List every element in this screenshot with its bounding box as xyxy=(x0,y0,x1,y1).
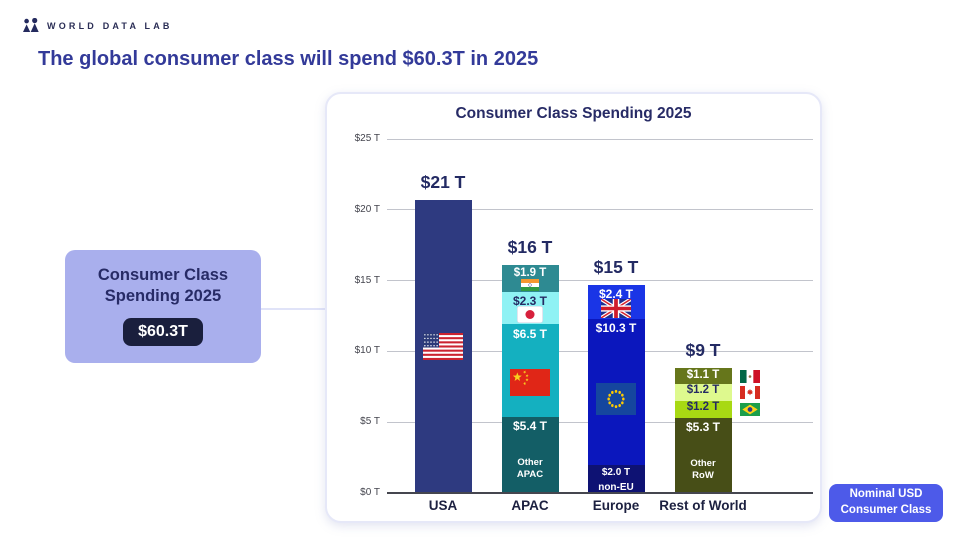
mexico-flag-icon xyxy=(739,369,760,383)
segment-value-label: $5.3 T xyxy=(685,420,721,435)
bar-total-label-apac: $16 T xyxy=(507,237,553,258)
brand-name: WORLD DATA LAB xyxy=(47,20,173,31)
x-axis-label-apac: APAC xyxy=(511,498,549,513)
plot-area: $0 T $5 T $10 T $15 T $20 T $25 T $21 T USA $1.9… xyxy=(327,94,820,521)
segment-sublabel: non-EU xyxy=(598,481,634,493)
segment-sublabel: Other RoW xyxy=(690,457,716,482)
y-tick-label: $25 T xyxy=(354,133,380,144)
callout-title-line2: Spending 2025 xyxy=(104,286,222,305)
gridline--20-t xyxy=(387,209,813,211)
page-title: The global consumer class will spend $60… xyxy=(38,48,539,70)
usa-flag-icon xyxy=(423,332,463,360)
bar-apac: $1.9 T $2.3 T $6.5 T $5.4 T Other APAC xyxy=(501,265,559,493)
chart-card: Consumer Class Spending 2025 $0 T $5 T $10… xyxy=(325,92,822,523)
bar-total-label-rest-of-world: $9 T xyxy=(685,340,721,361)
brand-logo: WORLD DATA LAB xyxy=(22,18,173,33)
segment-china: $6.5 T xyxy=(501,324,559,417)
segment-usa xyxy=(414,199,472,493)
segment-value-label: $2.4 T xyxy=(598,287,634,302)
segment-india: $1.9 T xyxy=(501,265,559,292)
x-axis-label-rest-of-world: Rest of World xyxy=(659,498,747,513)
segment-japan: $2.3 T xyxy=(501,291,559,325)
nominal-usd-consumer-class-button[interactable]: Nominal USD Consumer Class xyxy=(829,484,943,522)
total-spending-badge: $60.3T xyxy=(123,318,203,347)
segment-brazil: $1.2 T xyxy=(674,400,732,418)
segment-value-label: $1.2 T xyxy=(686,384,720,397)
people-icon xyxy=(22,18,40,33)
uk-flag-icon xyxy=(599,297,633,320)
segment-value-label: $6.5 T xyxy=(512,326,548,341)
segment-mexico: $1.1 T xyxy=(674,368,732,384)
callout-title: Consumer Class Spending 2025 xyxy=(73,265,253,306)
bar-total-label-usa: $21 T xyxy=(420,171,466,192)
segment-sublabel: Other APAC xyxy=(516,456,544,480)
chip-line1: Nominal USD xyxy=(849,488,923,501)
segment-value-label: $5.4 T xyxy=(512,419,548,434)
x-axis-line xyxy=(387,492,813,494)
segment-value-label: $1.1 T xyxy=(686,368,720,381)
india-flag-icon xyxy=(521,279,539,292)
y-tick-label: $20 T xyxy=(354,203,380,215)
bar-total-label-europe: $15 T xyxy=(593,256,639,277)
eu-flag-icon xyxy=(596,383,636,416)
segment-other-apac: $5.4 T Other APAC xyxy=(501,416,559,493)
segment-value-label: $1.9 T xyxy=(513,267,547,280)
callout-title-line1: Consumer Class xyxy=(97,266,229,284)
segment-value-label: $2.3 T xyxy=(512,294,548,309)
segment-canada: $1.2 T xyxy=(674,383,732,401)
y-tick-label: $10 T xyxy=(354,345,380,357)
gridline--15-t xyxy=(387,280,813,282)
bar-usa xyxy=(414,199,472,493)
chart-title: Consumer Class Spending 2025 xyxy=(455,105,692,122)
bar-rest-of-world: $1.1 T $1.2 T $1.2 T $5.3 T Other RoW xyxy=(674,368,760,493)
china-flag-icon xyxy=(510,368,550,396)
x-axis-label-europe: Europe xyxy=(592,498,640,513)
bar-europe: $2.4 T $10.3 T $2.0 T non-EU xyxy=(587,284,645,493)
x-axis-label-usa: USA xyxy=(428,498,458,513)
summary-callout: Consumer Class Spending 2025 $60.3T xyxy=(65,250,261,364)
segment-other-row: $5.3 T Other RoW xyxy=(674,417,732,493)
segment-value-label: $2.0 T xyxy=(601,466,631,478)
y-tick-label: $15 T xyxy=(354,274,380,286)
brazil-flag-icon xyxy=(739,402,760,416)
y-tick-label: $5 T xyxy=(360,416,380,428)
segment-uk: $2.4 T xyxy=(587,284,645,320)
y-tick-label: $0 T xyxy=(360,487,380,498)
canada-flag-icon xyxy=(739,385,760,399)
japan-flag-icon xyxy=(517,305,544,323)
gridline--25-t xyxy=(387,138,813,140)
segment-eu: $10.3 T xyxy=(587,318,645,465)
segment-non-eu: $2.0 T non-EU xyxy=(587,464,645,493)
callout-connector-line xyxy=(261,308,325,310)
segment-value-label: $10.3 T xyxy=(595,321,637,336)
segment-value-label: $1.2 T xyxy=(686,401,720,414)
chip-line2: Consumer Class xyxy=(840,504,932,516)
